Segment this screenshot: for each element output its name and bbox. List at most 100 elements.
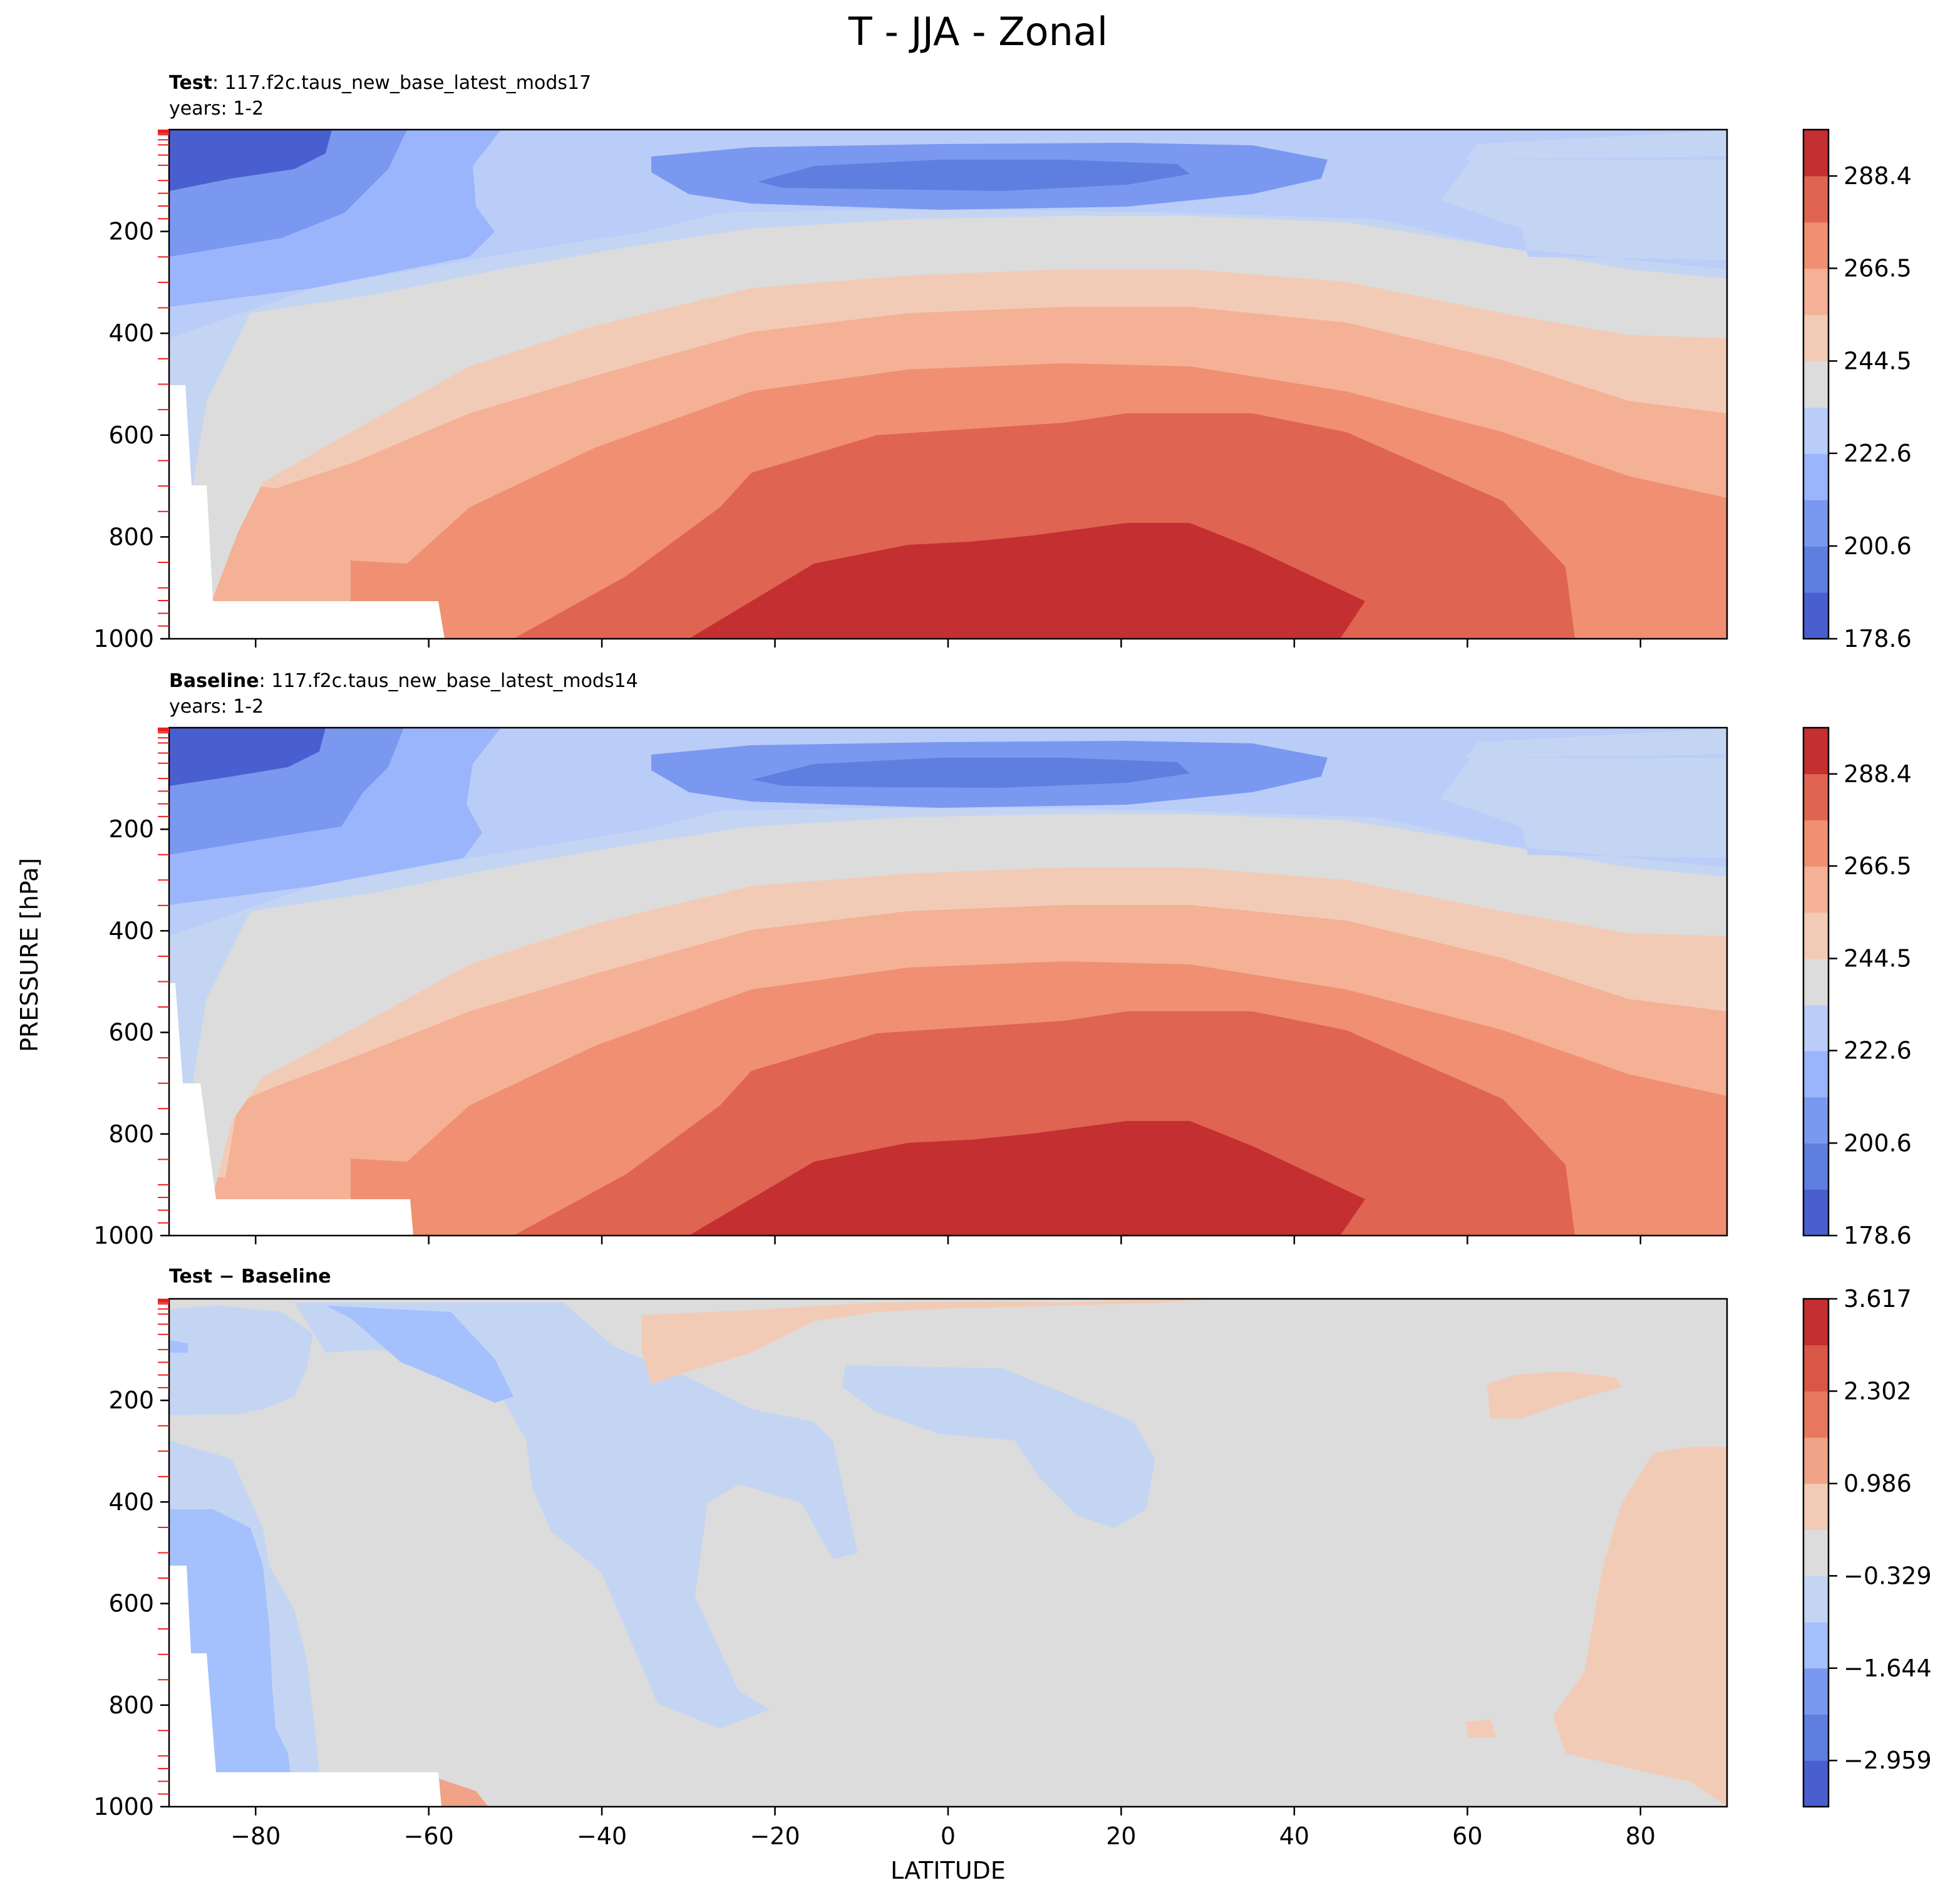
xtick-label-4: 0 bbox=[941, 1822, 956, 1850]
difference-colorbar-seg-7 bbox=[1803, 1437, 1828, 1484]
test-colorbar-seg-2 bbox=[1803, 500, 1828, 547]
contour-field-test bbox=[169, 130, 1727, 639]
baseline-colorbar-label-4: 200.6 bbox=[1844, 1129, 1912, 1157]
baseline-colorbar-label-3: 222.6 bbox=[1844, 1037, 1912, 1065]
baseline-colorbar-seg-2 bbox=[1803, 1097, 1828, 1144]
contour-band-warm-b bbox=[1487, 1371, 1622, 1418]
panel-baseline-title: Baseline: 117.f2c.taus_new_base_latest_m… bbox=[169, 670, 638, 692]
test-colorbar-label-1: 266.5 bbox=[1844, 254, 1912, 282]
test-colorbar-label-3: 222.6 bbox=[1844, 440, 1912, 467]
contour-band-cool-b bbox=[294, 1303, 858, 1728]
contour-band-cold-c bbox=[169, 1340, 188, 1353]
baseline-ytick-label-3: 800 bbox=[108, 1120, 154, 1148]
test-colorbar-frame bbox=[1802, 128, 1830, 640]
xtick-label-1: −60 bbox=[404, 1822, 454, 1850]
test-colorbar-label-2: 244.5 bbox=[1844, 347, 1912, 374]
test-colorbar-label-0: 288.4 bbox=[1844, 162, 1912, 190]
difference-colorbar-seg-4 bbox=[1803, 1576, 1828, 1623]
test-colorbar-seg-7 bbox=[1803, 268, 1828, 316]
baseline-colorbar-label-1: 266.5 bbox=[1844, 852, 1912, 880]
contour-band-polar-3 bbox=[169, 130, 332, 191]
baseline-ytick-label-0: 200 bbox=[108, 815, 154, 843]
xtick-label-2: −40 bbox=[577, 1822, 627, 1850]
xtick-label-8: 80 bbox=[1626, 1822, 1656, 1850]
panel-test-title: Test: 117.f2c.taus_new_base_latest_mods1… bbox=[169, 72, 591, 94]
difference-colorbar-label-4: −1.644 bbox=[1844, 1655, 1932, 1682]
difference-ytick-label-1: 400 bbox=[108, 1488, 154, 1515]
test-colorbar-seg-6 bbox=[1803, 314, 1828, 362]
panel-test-title-bold: Test bbox=[169, 72, 212, 94]
test-ytick-label-2: 600 bbox=[108, 421, 154, 449]
baseline-colorbar-seg-9 bbox=[1803, 773, 1828, 820]
baseline-ytick-label-2: 600 bbox=[108, 1019, 154, 1046]
test-colorbar-seg-4 bbox=[1803, 407, 1828, 454]
baseline-colorbar-seg-1 bbox=[1803, 1143, 1828, 1190]
missing-data-mask bbox=[169, 385, 445, 639]
difference-colorbar-seg-8 bbox=[1803, 1391, 1828, 1438]
difference-ytick-label-2: 600 bbox=[108, 1590, 154, 1618]
panel-test-years: years: 1-2 bbox=[169, 98, 264, 120]
test-colorbar-label-5: 178.6 bbox=[1844, 625, 1912, 653]
difference-ytick-label-0: 200 bbox=[108, 1386, 154, 1414]
xtick-label-6: 40 bbox=[1279, 1822, 1309, 1850]
test-colorbar-seg-5 bbox=[1803, 361, 1828, 408]
contour-band-cold-a bbox=[326, 1306, 513, 1403]
contour-band-cool-c bbox=[842, 1365, 1155, 1528]
xtick-label-5: 20 bbox=[1106, 1822, 1136, 1850]
difference-colorbar-label-2: 0.986 bbox=[1844, 1470, 1912, 1497]
contour-band-cool-a bbox=[169, 1306, 313, 1415]
panel-baseline-years: years: 1-2 bbox=[169, 696, 264, 718]
test-colorbar-seg-1 bbox=[1803, 546, 1828, 593]
contour-band-warm-e bbox=[438, 1779, 488, 1807]
baseline-colorbar-seg-4 bbox=[1803, 1004, 1828, 1051]
difference-colorbar-frame bbox=[1802, 1298, 1830, 1808]
baseline-colorbar-label-2: 244.5 bbox=[1844, 945, 1912, 973]
contour-band-max bbox=[689, 1121, 1365, 1236]
panel-test-title-rest: : 117.f2c.taus_new_base_latest_mods17 bbox=[212, 72, 591, 94]
panel-difference: Test − Baseline bbox=[168, 1266, 1728, 1808]
baseline-colorbar-seg-0 bbox=[1803, 1189, 1828, 1236]
difference-colorbar-label-0: 3.617 bbox=[1844, 1285, 1912, 1313]
contour-band-cold bbox=[169, 130, 1727, 338]
difference-colorbar-seg-1 bbox=[1803, 1714, 1828, 1761]
xtick-label-0: −80 bbox=[230, 1822, 281, 1850]
contour-field-baseline bbox=[169, 728, 1727, 1236]
contour-field-difference bbox=[169, 1299, 1727, 1807]
y-axis-label: PRESSURE [hPa] bbox=[16, 858, 43, 1052]
test-ytick-label-4: 1000 bbox=[93, 625, 154, 653]
contour-band-upper-coldest bbox=[758, 160, 1190, 191]
missing-data-mask bbox=[169, 983, 413, 1236]
xtick-label-3: −20 bbox=[750, 1822, 800, 1850]
baseline-ytick-label-4: 1000 bbox=[93, 1222, 154, 1249]
baseline-colorbar-seg-6 bbox=[1803, 912, 1828, 959]
difference-colorbar-label-1: 2.302 bbox=[1844, 1377, 1912, 1405]
difference-colorbar-seg-10 bbox=[1803, 1299, 1828, 1346]
contour-band-cold bbox=[169, 728, 1727, 936]
x-axis-label: LATITUDE bbox=[890, 1857, 1006, 1884]
test-ytick-label-1: 400 bbox=[108, 319, 154, 347]
test-colorbar-seg-8 bbox=[1803, 222, 1828, 269]
contour-band-polar-3 bbox=[169, 728, 326, 786]
test-colorbar-seg-9 bbox=[1803, 175, 1828, 223]
panel-baseline-title-bold: Baseline bbox=[169, 670, 259, 692]
test-ytick-label-0: 200 bbox=[108, 218, 154, 245]
panel-difference-title: Test − Baseline bbox=[169, 1266, 331, 1288]
test-ytick-label-3: 800 bbox=[108, 523, 154, 550]
contour-band-max bbox=[689, 523, 1365, 639]
missing-data-mask bbox=[169, 1566, 441, 1807]
test-colorbar-label-4: 200.6 bbox=[1844, 532, 1912, 560]
difference-colorbar-seg-6 bbox=[1803, 1483, 1828, 1531]
contour-band-warm-c bbox=[1553, 1447, 1727, 1807]
baseline-colorbar-seg-5 bbox=[1803, 958, 1828, 1005]
panel-baseline-title-rest: : 117.f2c.taus_new_base_latest_mods14 bbox=[259, 670, 638, 692]
panel-test: Test: 117.f2c.taus_new_base_latest_mods1… bbox=[168, 72, 1728, 640]
difference-ytick-label-3: 800 bbox=[108, 1691, 154, 1719]
difference-ytick-label-4: 1000 bbox=[93, 1793, 154, 1820]
contour-band-cold-right bbox=[169, 728, 1727, 758]
test-colorbar-seg-0 bbox=[1803, 592, 1828, 639]
figure-title: T - JJA - Zonal bbox=[848, 9, 1108, 54]
difference-colorbar-label-5: −2.959 bbox=[1844, 1747, 1932, 1774]
difference-colorbar-seg-2 bbox=[1803, 1668, 1828, 1715]
baseline-colorbar-seg-7 bbox=[1803, 866, 1828, 913]
